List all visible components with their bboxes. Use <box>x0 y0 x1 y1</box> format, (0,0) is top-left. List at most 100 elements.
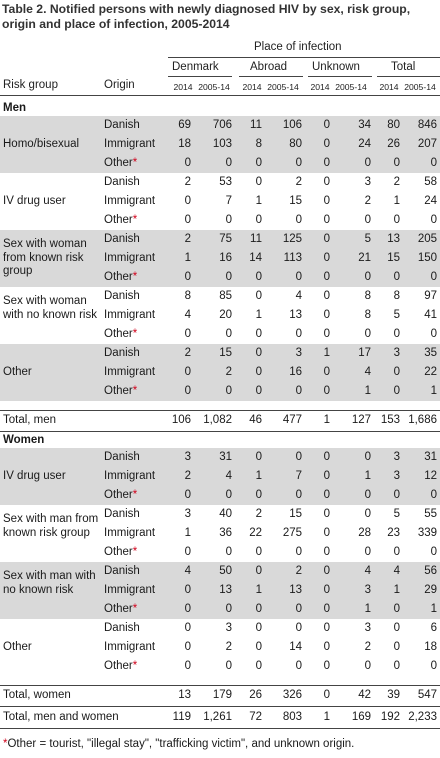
table-row: Other* 0 0 0 0 0 1 0 1 <box>0 382 440 401</box>
value-cell: 3 <box>393 347 400 359</box>
value-cell: 1 <box>184 252 191 264</box>
value-cell: 0 <box>225 328 232 340</box>
value-cell: 339 <box>417 527 437 539</box>
value-cell: 0 <box>295 546 302 558</box>
year-subheader: 2005-14 <box>267 82 299 92</box>
value-cell: 205 <box>417 233 437 245</box>
value-cell: 0 <box>393 157 400 169</box>
value-cell: 2 <box>225 366 232 378</box>
origin-text: Other <box>104 603 133 615</box>
origin-text: Immigrant <box>104 641 156 653</box>
value-cell: 0 <box>225 271 232 283</box>
value-cell: 1 <box>364 603 371 615</box>
value-cell: 14 <box>249 252 262 264</box>
value-cell: 0 <box>323 489 330 501</box>
table-row: Immigrant 18 103 8 80 0 24 26 207 <box>0 135 440 154</box>
origin-cell: Other* <box>104 154 137 173</box>
value-cell: 0 <box>393 489 400 501</box>
value-cell: 12 <box>424 470 437 482</box>
value-cell: 0 <box>323 119 330 131</box>
origin-text: Other <box>104 489 133 501</box>
origin-cell: Immigrant <box>104 467 155 486</box>
value-cell: 2 <box>295 176 302 188</box>
origin-cell: Danish <box>104 287 140 306</box>
origin-text: Danish <box>104 290 140 302</box>
value-cell: 1 <box>323 347 330 359</box>
value-cell: 803 <box>282 711 302 723</box>
value-cell: 179 <box>212 689 232 701</box>
value-cell: 0 <box>184 584 191 596</box>
value-cell: 31 <box>424 451 437 463</box>
value-cell: 75 <box>219 233 232 245</box>
origin-cell: Danish <box>104 448 140 467</box>
value-cell: 1 <box>364 385 371 397</box>
value-cell: 207 <box>417 138 437 150</box>
origin-text: Other <box>104 214 133 226</box>
origin-text: Immigrant <box>104 309 156 321</box>
value-cell: 0 <box>255 622 262 634</box>
table-row: Danish 8 85 0 4 0 8 8 97 <box>0 287 440 306</box>
origin-text: Immigrant <box>104 195 156 207</box>
value-cell: 0 <box>255 385 262 397</box>
value-cell: 85 <box>219 290 232 302</box>
group-shading <box>0 448 440 505</box>
group-underline <box>308 76 372 77</box>
origin-cell: Immigrant <box>104 581 155 600</box>
year-subheader: 2005-14 <box>335 82 367 92</box>
group-underline <box>377 76 440 77</box>
value-cell: 2 <box>184 347 191 359</box>
value-cell: 0 <box>225 546 232 558</box>
value-cell: 0 <box>430 328 437 340</box>
value-cell: 0 <box>323 622 330 634</box>
table-row: Immigrant 0 13 1 13 0 3 1 29 <box>0 581 440 600</box>
value-cell: 1 <box>364 470 371 482</box>
footnote-asterisk: * <box>132 546 138 558</box>
value-cell: 1 <box>323 414 330 426</box>
group-header-unknown: Unknown <box>312 61 360 73</box>
value-cell: 106 <box>282 119 302 131</box>
footnote-text: Other = tourist, "illegal stay", "traffi… <box>7 738 355 750</box>
table-row: Immigrant 0 7 1 15 0 2 1 24 <box>0 192 440 211</box>
table-row: Danish 4 50 0 2 0 4 4 56 <box>0 562 440 581</box>
value-cell: 21 <box>358 252 371 264</box>
value-cell: 26 <box>387 138 400 150</box>
value-cell: 0 <box>430 214 437 226</box>
risk-group-label: IV drug user <box>3 469 66 482</box>
value-cell: 13 <box>289 584 302 596</box>
value-cell: 0 <box>323 233 330 245</box>
table-row: Other* 0 0 0 0 0 0 0 0 <box>0 154 440 173</box>
value-cell: 1 <box>255 309 262 321</box>
value-cell: 3 <box>184 508 191 520</box>
value-cell: 0 <box>255 546 262 558</box>
value-cell: 0 <box>225 603 232 615</box>
table-row: Immigrant 1 16 14 113 0 21 15 150 <box>0 249 440 268</box>
footnote-asterisk: * <box>132 489 138 501</box>
origin-cell: Immigrant <box>104 192 155 211</box>
value-cell: 0 <box>184 622 191 634</box>
origin-text: Other <box>104 660 133 672</box>
year-subheader: 2005-14 <box>404 82 436 92</box>
table-row: Immigrant 2 4 1 7 0 1 3 12 <box>0 467 440 486</box>
footnote-asterisk: * <box>132 214 138 226</box>
total-rule <box>0 410 440 411</box>
value-cell: 1,082 <box>203 414 232 426</box>
value-cell: 1,686 <box>408 414 437 426</box>
value-cell: 477 <box>282 414 302 426</box>
total-rule <box>0 685 440 686</box>
value-cell: 3 <box>393 451 400 463</box>
value-cell: 0 <box>393 328 400 340</box>
value-cell: 0 <box>323 527 330 539</box>
origin-cell: Immigrant <box>104 306 155 325</box>
value-cell: 127 <box>351 414 371 426</box>
value-cell: 4 <box>225 470 232 482</box>
origin-cell: Danish <box>104 116 140 135</box>
value-cell: 113 <box>283 252 302 264</box>
value-cell: 1 <box>184 527 191 539</box>
value-cell: 13 <box>219 584 232 596</box>
value-cell: 35 <box>424 347 437 359</box>
value-cell: 0 <box>295 157 302 169</box>
value-cell: 0 <box>323 508 330 520</box>
origin-cell: Danish <box>104 562 140 581</box>
value-cell: 22 <box>424 366 437 378</box>
